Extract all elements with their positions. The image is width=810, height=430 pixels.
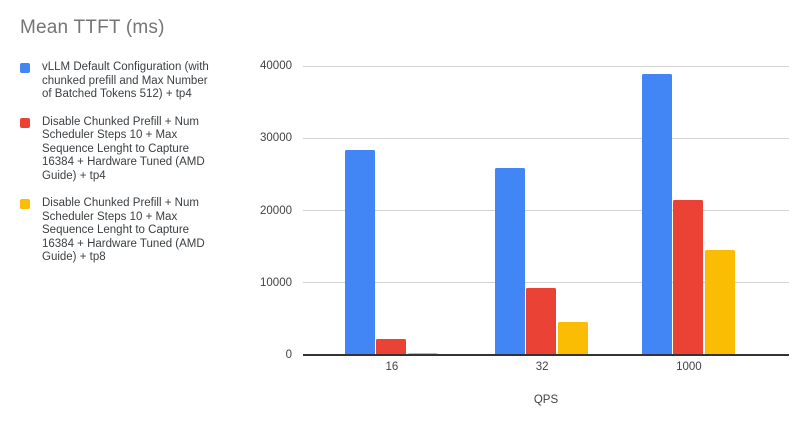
- legend-swatch-icon: [20, 63, 30, 73]
- gridline-10000: [303, 282, 789, 284]
- bar-series-1-qps-1000[interactable]: [641, 73, 672, 355]
- bar-series-2-qps-32[interactable]: [526, 287, 557, 355]
- bar-series-1-qps-32[interactable]: [494, 167, 525, 355]
- y-axis-labels: 0 10000 20000 30000 40000: [0, 60, 292, 361]
- legend-label: vLLM Default Configuration (with chunked…: [42, 61, 209, 100]
- y-tick-label-20000: 20000: [260, 204, 292, 217]
- y-tick-label-0: 0: [285, 349, 292, 361]
- legend-label: Disable Chunked Prefill + Num Scheduler …: [42, 115, 205, 182]
- gridline-30000: [303, 137, 789, 139]
- bar-series-3-qps-32[interactable]: [557, 321, 588, 355]
- legend-swatch-icon: [20, 199, 30, 209]
- plot-area: [303, 65, 789, 356]
- bar-series-3-qps-1000[interactable]: [704, 250, 735, 355]
- legend-swatch-icon: [20, 117, 30, 128]
- x-axis-labels: 16 32 1000: [303, 361, 789, 377]
- legend-item-series-1[interactable]: vLLM Default Configuration (with chunked…: [20, 61, 240, 102]
- x-tick-label-16: 16: [385, 361, 399, 373]
- bar-series-3-qps-16[interactable]: [407, 352, 438, 355]
- bar-series-2-qps-16[interactable]: [376, 339, 407, 355]
- x-axis-title: QPS: [533, 394, 559, 406]
- x-tick-label-32: 32: [535, 361, 549, 373]
- gridline-40000: [303, 65, 789, 67]
- bar-series-2-qps-1000[interactable]: [673, 199, 704, 355]
- bar-series-1-qps-16[interactable]: [344, 149, 375, 355]
- chart-title: Mean TTFT (ms): [20, 17, 165, 38]
- legend-label: Disable Chunked Prefill + Num Scheduler …: [42, 197, 205, 263]
- legend-item-series-3[interactable]: Disable Chunked Prefill + Num Scheduler …: [20, 197, 240, 265]
- legend: vLLM Default Configuration (with chunked…: [20, 61, 240, 279]
- legend-item-series-2[interactable]: Disable Chunked Prefill + Num Scheduler …: [20, 116, 240, 184]
- y-tick-label-40000: 40000: [260, 60, 292, 72]
- gridline-20000: [303, 210, 789, 211]
- x-axis-baseline: [303, 354, 789, 356]
- y-tick-label-30000: 30000: [260, 132, 292, 145]
- x-tick-label-1000: 1000: [676, 361, 702, 373]
- y-tick-label-10000: 10000: [260, 276, 292, 289]
